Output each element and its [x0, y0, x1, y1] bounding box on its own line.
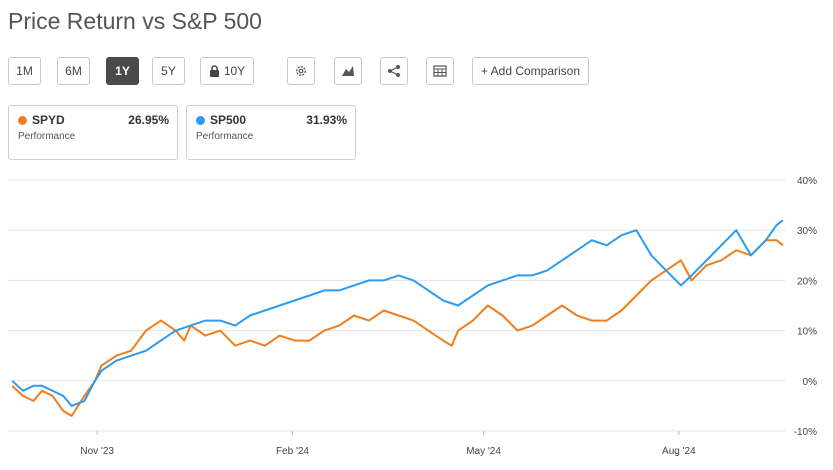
y-tick-label: 40% — [797, 176, 817, 187]
settings-button[interactable] — [287, 57, 315, 85]
lock-icon — [209, 65, 219, 77]
period-1m-button[interactable]: 1M — [8, 57, 41, 85]
chart-type-button[interactable] — [334, 57, 362, 85]
spyd-color-dot — [18, 116, 27, 125]
share-icon — [388, 65, 400, 77]
y-tick-label: -10% — [794, 427, 817, 438]
sp500-name: SP500 — [210, 113, 247, 127]
sp500-color-dot — [196, 116, 205, 125]
y-tick-label: 0% — [803, 377, 818, 388]
gear-icon — [296, 66, 306, 76]
x-tick-label: Nov '23 — [80, 446, 114, 457]
period-6m-button[interactable]: 6M — [57, 57, 90, 85]
mountain-chart-icon — [342, 66, 354, 76]
add-comparison-button[interactable]: + Add Comparison — [472, 57, 589, 85]
period-1y-button[interactable]: 1Y — [106, 57, 139, 85]
sp500-sub: Performance — [196, 131, 254, 142]
sp500-card[interactable]: SP500 31.93% Performance — [186, 105, 356, 160]
spyd-percent: 26.95% — [128, 113, 169, 127]
period-10y-label: 10Y — [223, 64, 246, 78]
spyd-sub: Performance — [18, 131, 76, 142]
y-tick-label: 10% — [797, 327, 817, 338]
spyd-card[interactable]: SPYD 26.95% Performance — [8, 105, 178, 160]
table-view-button[interactable] — [426, 57, 454, 85]
page-title: Price Return vs S&P 500 — [8, 8, 262, 34]
x-tick-label: Aug '24 — [662, 446, 696, 457]
spyd-name: SPYD — [32, 113, 65, 127]
y-tick-label: 30% — [797, 226, 817, 237]
y-tick-label: 20% — [797, 276, 817, 287]
x-tick-label: May '24 — [466, 446, 501, 457]
series-line-sp500 — [11, 219, 784, 407]
series-line-spyd — [11, 239, 784, 417]
period-5y-button[interactable]: 5Y — [152, 57, 185, 85]
period-10y-button[interactable]: 10Y — [200, 57, 254, 85]
x-tick-label: Feb '24 — [276, 446, 309, 457]
sp500-percent: 31.93% — [306, 113, 347, 127]
share-button[interactable] — [380, 57, 408, 85]
table-icon — [433, 65, 447, 77]
